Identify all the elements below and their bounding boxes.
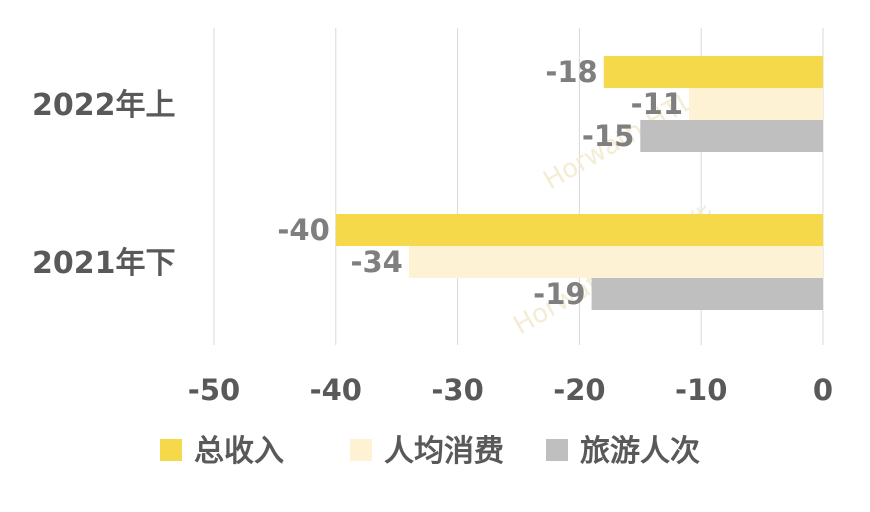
x-tick-label: -10 bbox=[675, 373, 727, 407]
category-labels: 2022年上 2021年下 bbox=[32, 88, 176, 281]
data-labels: -18 -11-15 -40 -34 -19 bbox=[277, 55, 683, 311]
data-label: -34 bbox=[350, 245, 402, 279]
bar-3 bbox=[591, 278, 823, 310]
x-tick-label: -20 bbox=[553, 373, 605, 407]
legend: 总收入 人均消费 旅游人次 bbox=[160, 434, 700, 469]
category-label: 2022年上 bbox=[32, 88, 176, 123]
x-tick-label: -40 bbox=[310, 373, 362, 407]
legend-swatch bbox=[160, 439, 182, 461]
x-tick-label: 0 bbox=[813, 373, 833, 407]
bar-1 bbox=[335, 214, 823, 246]
bar-2 bbox=[408, 246, 823, 278]
bar-1 bbox=[603, 56, 823, 88]
data-label: -15 bbox=[582, 119, 634, 153]
legend-label: 总收入 bbox=[194, 434, 284, 469]
x-axis-tick-labels: -50 -40 -30 -20 -10 0 bbox=[188, 373, 833, 407]
legend-label: 人均消费 bbox=[384, 434, 504, 469]
legend-swatch bbox=[350, 439, 372, 461]
bar-3 bbox=[640, 120, 823, 152]
x-tick-label: -30 bbox=[431, 373, 483, 407]
data-label: -18 bbox=[545, 55, 597, 89]
data-label: -19 bbox=[533, 277, 585, 311]
legend-label: 旅游人次 bbox=[580, 434, 700, 469]
bars bbox=[335, 56, 823, 310]
bar-2 bbox=[689, 88, 823, 120]
data-label: -11 bbox=[631, 87, 683, 121]
legend-swatch bbox=[546, 439, 568, 461]
x-tick-label: -50 bbox=[188, 373, 240, 407]
category-label: 2021年下 bbox=[32, 246, 176, 281]
data-label: -40 bbox=[277, 213, 329, 247]
